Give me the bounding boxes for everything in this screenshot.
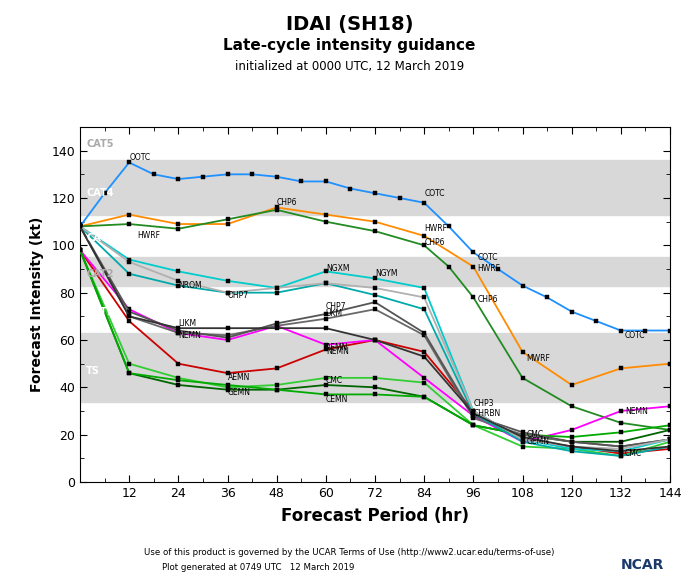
Text: CMC: CMC (326, 376, 343, 385)
Text: Use of this product is governed by the UCAR Terms of Use (http://www2.ucar.edu/t: Use of this product is governed by the U… (144, 548, 555, 557)
Text: OOTC: OOTC (129, 153, 150, 162)
Text: initialized at 0000 UTC, 12 March 2019: initialized at 0000 UTC, 12 March 2019 (235, 60, 464, 73)
Text: CAT1: CAT1 (86, 306, 114, 317)
Text: IDAI (SH18): IDAI (SH18) (286, 15, 413, 34)
Text: CMC: CMC (625, 449, 642, 458)
Bar (80, 160, 670, 215)
Text: GEMN: GEMN (526, 437, 549, 446)
Text: LIKM: LIKM (178, 319, 196, 328)
Text: MWRF: MWRF (526, 354, 551, 364)
Text: OHP7: OHP7 (227, 291, 249, 299)
Text: Plot generated at 0749 UTC   12 March 2019: Plot generated at 0749 UTC 12 March 2019 (162, 563, 355, 572)
Text: CHP6: CHP6 (477, 295, 498, 304)
Text: CMC: CMC (526, 430, 544, 439)
Text: Late-cycle intensity guidance: Late-cycle intensity guidance (223, 38, 476, 53)
Y-axis label: Forecast Intensity (kt): Forecast Intensity (kt) (30, 217, 44, 392)
Text: NEMN: NEMN (178, 331, 201, 340)
Text: CAT3: CAT3 (86, 233, 114, 243)
Text: COTC: COTC (625, 331, 645, 340)
Text: CAT5: CAT5 (86, 138, 114, 148)
Text: CEMN: CEMN (326, 395, 348, 404)
Text: CHP3: CHP3 (473, 399, 493, 409)
Text: NROM: NROM (178, 281, 202, 290)
Text: CHP6: CHP6 (277, 198, 297, 207)
Text: HWRF: HWRF (138, 231, 160, 241)
Bar (80, 288, 670, 331)
Bar (80, 333, 670, 402)
Text: NEMN: NEMN (625, 407, 648, 415)
Bar (80, 127, 670, 158)
Text: CAT4: CAT4 (86, 188, 114, 198)
Text: COTC: COTC (477, 253, 498, 261)
Text: NGYM: NGYM (375, 269, 398, 278)
Bar (80, 257, 670, 286)
Text: TS: TS (86, 366, 100, 376)
Text: CHRBN: CHRBN (473, 409, 500, 418)
Text: COTC: COTC (424, 189, 445, 198)
Text: HWRF: HWRF (477, 264, 500, 273)
Text: HWRF: HWRF (424, 224, 447, 233)
Text: UKM: UKM (326, 309, 343, 319)
Text: CHP7: CHP7 (326, 302, 346, 312)
Bar (80, 217, 670, 255)
Text: CAT2: CAT2 (86, 269, 114, 279)
Text: GEMN: GEMN (227, 388, 250, 396)
Text: NCAR: NCAR (621, 558, 664, 572)
Text: AEMN: AEMN (326, 343, 348, 351)
X-axis label: Forecast Period (hr): Forecast Period (hr) (281, 507, 469, 525)
Text: NEMN: NEMN (326, 347, 349, 357)
Text: AEMN: AEMN (227, 373, 250, 383)
Text: NGXM: NGXM (326, 264, 350, 273)
Text: CHP6: CHP6 (424, 238, 445, 248)
